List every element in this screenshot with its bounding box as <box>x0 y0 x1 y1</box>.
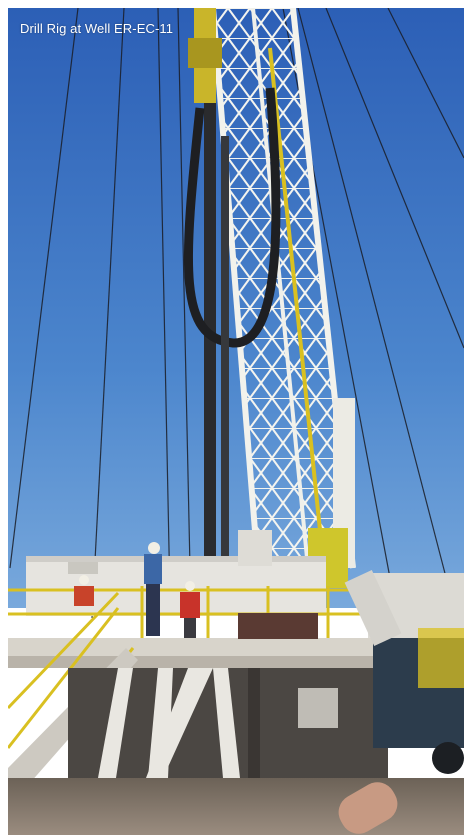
workers <box>74 542 200 638</box>
photo-caption: Drill Rig at Well ER-EC-11 <box>20 21 174 36</box>
equipment-right <box>344 569 464 774</box>
rig-floor <box>8 586 388 668</box>
kelly-hose <box>183 8 281 603</box>
derrick-mast <box>210 8 356 589</box>
drill-rig-photo <box>8 8 464 835</box>
substructure <box>68 668 388 818</box>
